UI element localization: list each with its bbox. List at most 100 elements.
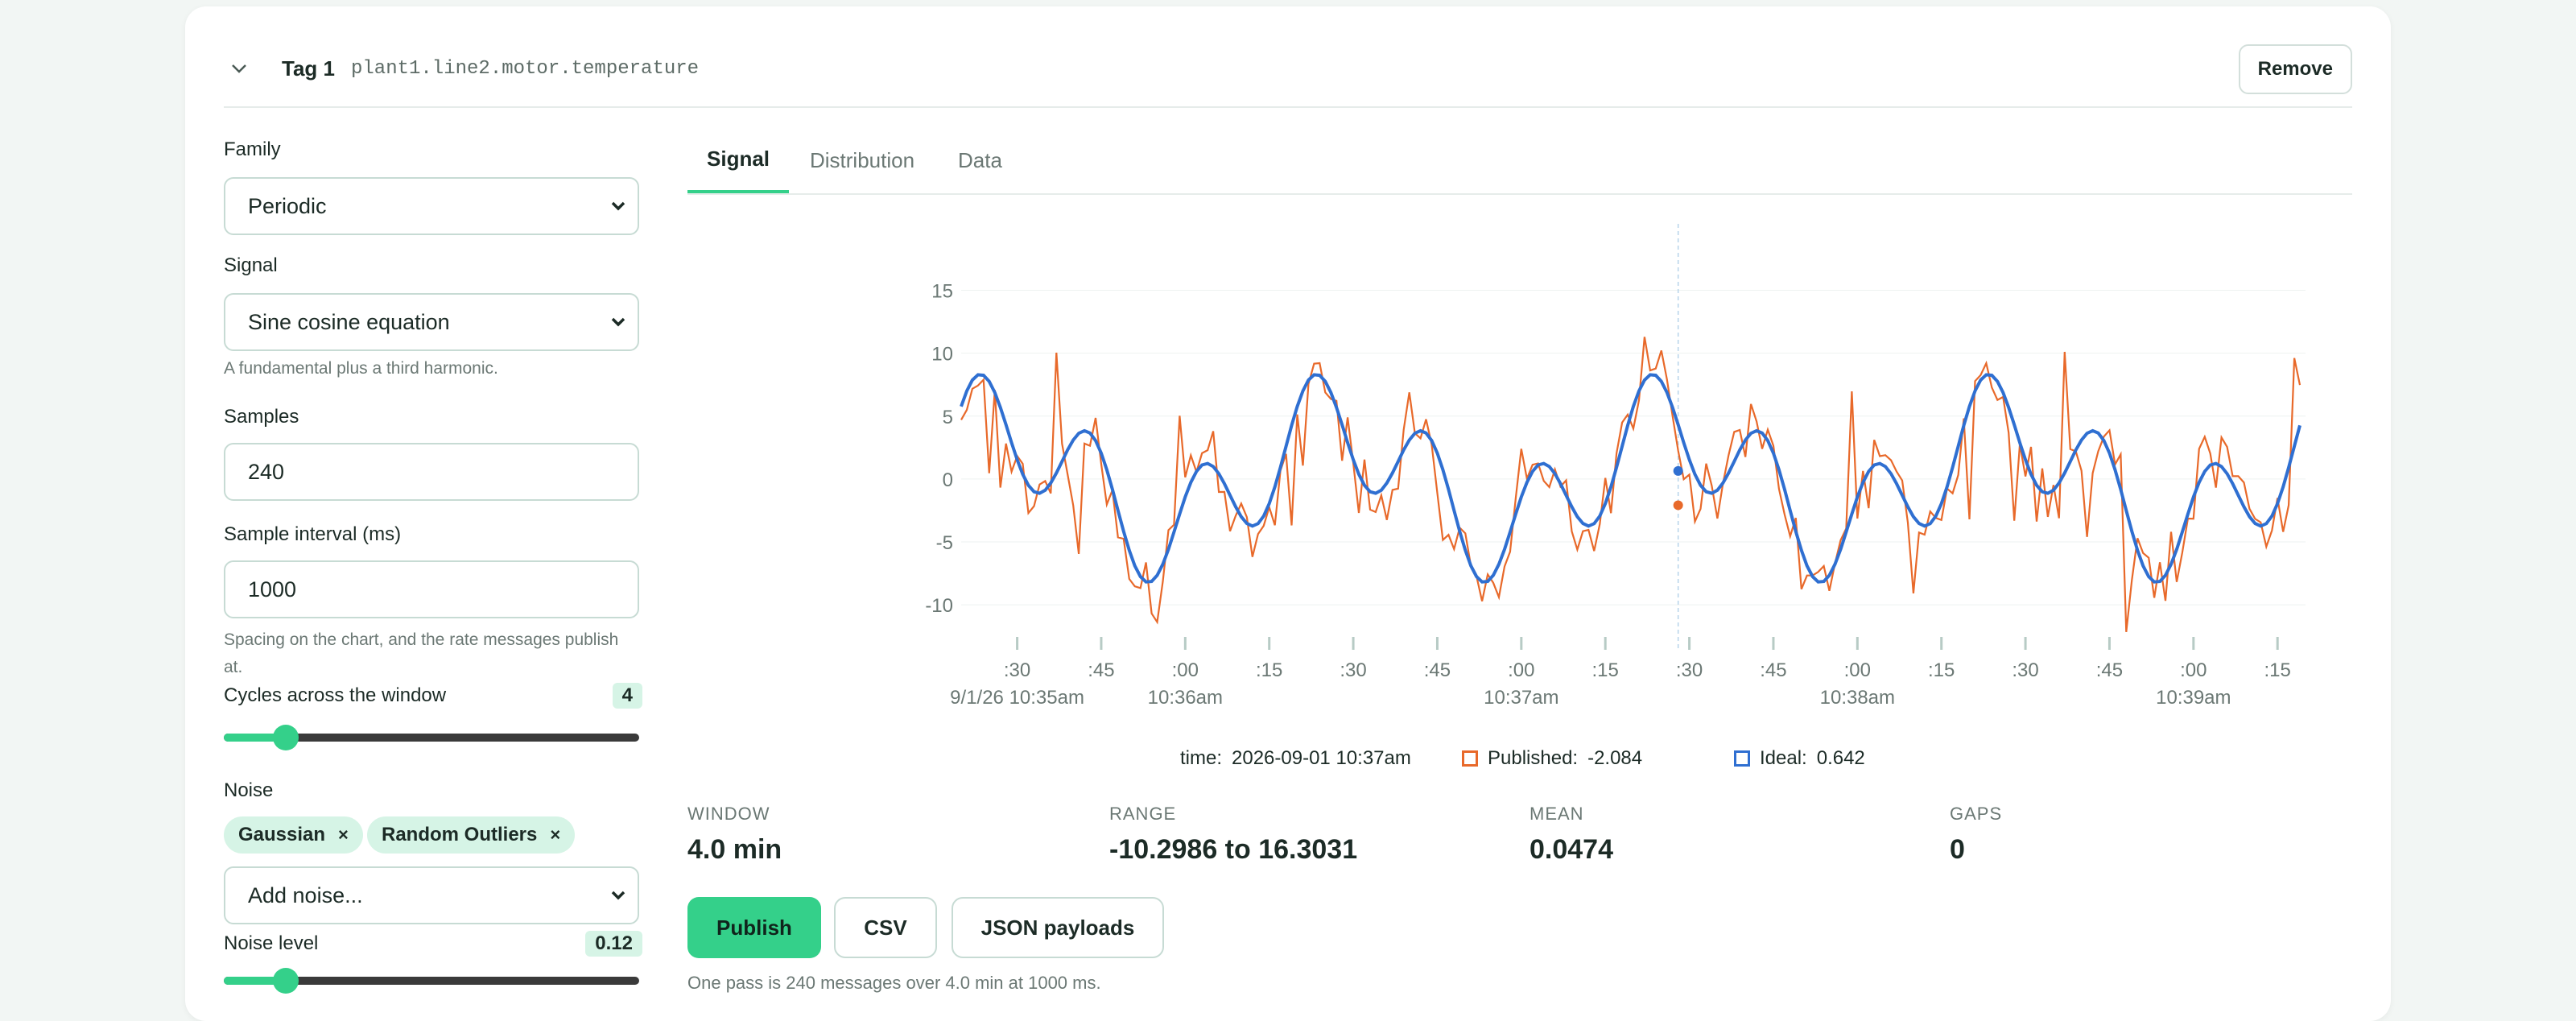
stat-value: 0	[1950, 834, 1965, 865]
family-value: Periodic	[248, 193, 327, 218]
noise-level-badge: 0.12	[585, 931, 642, 957]
x-major-label: 9/1/26 10:35am	[950, 687, 1084, 709]
chevron-down-icon	[611, 317, 625, 327]
y-tick-label: 0	[943, 469, 953, 491]
slider-track	[224, 734, 639, 742]
signal-chart-svg: 15 10 5 0 -5 -10:30:45:00:15:30:45:00:15:30:4…	[925, 224, 2306, 709]
slider-track	[224, 977, 639, 985]
signal-value: Sine cosine equation	[248, 309, 450, 334]
slider-fill	[224, 977, 287, 985]
noise-chip-gaussian: Gaussian ×	[224, 816, 363, 854]
stat-value: 0.0474	[1530, 834, 1613, 865]
stat-window: WINDOW 4.0 min	[687, 804, 782, 866]
remove-button[interactable]: Remove	[2238, 44, 2352, 94]
publish-button[interactable]: Publish	[687, 897, 821, 958]
interval-help: Spacing on the chart, and the rate messa…	[224, 630, 619, 676]
y-tick-label: 10	[931, 344, 953, 366]
published-swatch-icon	[1462, 750, 1478, 767]
close-icon[interactable]: ×	[338, 825, 349, 845]
tag-label: Tag 1	[282, 56, 335, 81]
legend-ideal-label: Ideal:	[1760, 747, 1807, 769]
stat-value: 4.0 min	[687, 834, 782, 865]
chevron-down-icon[interactable]	[230, 56, 254, 77]
x-tick-label: :30	[2012, 659, 2038, 681]
ideal-swatch-icon	[1734, 750, 1750, 767]
chip-label: Random Outliers	[382, 824, 538, 845]
stat-mean: MEAN 0.0474	[1530, 804, 1613, 866]
csv-button[interactable]: CSV	[834, 897, 937, 958]
chevron-down-icon	[611, 891, 625, 900]
x-tick-label: :45	[2096, 659, 2123, 681]
noise-level-label: Noise level	[224, 932, 319, 954]
samples-input[interactable]: 240	[224, 443, 639, 501]
slider-fill	[224, 734, 287, 742]
x-major-label: 10:39am	[2156, 687, 2231, 709]
signal-select[interactable]: Sine cosine equation	[224, 293, 639, 351]
x-tick-label: :15	[1256, 659, 1282, 681]
tab-signal[interactable]: Signal	[687, 127, 790, 193]
x-tick-label: :45	[1424, 659, 1451, 681]
cycles-slider[interactable]	[224, 725, 639, 750]
x-tick-label: :45	[1760, 659, 1786, 681]
slider-thumb[interactable]	[273, 968, 299, 994]
y-tick-label: 15	[931, 281, 953, 303]
footer-note: One pass is 240 messages over 4.0 min at…	[687, 973, 1101, 993]
samples-value: 240	[248, 459, 285, 484]
stat-key: WINDOW	[687, 804, 770, 824]
ideal-series-line	[960, 373, 2301, 584]
legend-published-label: Published:	[1488, 747, 1579, 769]
samples-label: Samples	[224, 406, 299, 428]
chart-legend: time: 2026-09-01 10:37am Published: -2.0…	[687, 736, 2352, 784]
close-icon[interactable]: ×	[550, 825, 561, 845]
noise-level-slider[interactable]	[224, 968, 639, 994]
tag-card: Tag 1 plant1.line2.motor.temperature Rem…	[185, 6, 2391, 1021]
slider-thumb[interactable]	[273, 725, 299, 750]
stat-key: GAPS	[1950, 804, 2003, 824]
tag-header: Tag 1 plant1.line2.motor.temperature Rem…	[224, 39, 2352, 98]
x-tick-label: :00	[2180, 659, 2207, 681]
stat-range: RANGE -10.2986 to 16.3031	[1109, 804, 1357, 866]
x-tick-label: :15	[1592, 659, 1619, 681]
json-payloads-button[interactable]: JSON payloads	[952, 897, 1164, 958]
interval-input[interactable]: 1000	[224, 560, 639, 618]
family-label: Family	[224, 138, 281, 160]
x-major-label: 10:37am	[1484, 687, 1558, 709]
stat-key: RANGE	[1109, 804, 1177, 824]
noise-label: Noise	[224, 779, 274, 801]
noise-chip-random-outliers: Random Outliers ×	[367, 816, 576, 854]
x-tick-label: :30	[1004, 659, 1030, 681]
x-tick-label: :30	[1676, 659, 1703, 681]
stat-gaps: GAPS 0	[1950, 804, 2002, 866]
x-tick-label: :30	[1340, 659, 1366, 681]
stat-value: -10.2986 to 16.3031	[1109, 834, 1358, 865]
interval-label: Sample interval (ms)	[224, 523, 402, 545]
add-noise-select[interactable]: Add noise...	[224, 866, 639, 924]
legend-time-value: 2026-09-01 10:37am	[1232, 747, 1411, 769]
published-hover-point	[1673, 500, 1683, 510]
chip-label: Gaussian	[238, 824, 326, 845]
chevron-down-icon	[611, 201, 625, 211]
x-tick-label: :00	[1172, 659, 1199, 681]
x-tick-label: :15	[2264, 659, 2291, 681]
family-select[interactable]: Periodic	[224, 177, 639, 235]
signal-chart[interactable]: 15 10 5 0 -5 -10:30:45:00:15:30:45:00:15:30:4…	[687, 224, 2352, 735]
legend-time-label: time:	[1180, 747, 1223, 769]
ideal-hover-point	[1673, 465, 1683, 476]
y-tick-label: 5	[943, 407, 953, 428]
published-series-line	[960, 337, 2301, 633]
y-tick-label: -10	[925, 595, 953, 617]
interval-value: 1000	[248, 577, 297, 601]
view-tabs: Signal Distribution Data	[687, 127, 2352, 195]
legend-published-value: -2.084	[1587, 747, 1643, 769]
header-divider	[224, 106, 2352, 108]
cycles-label: Cycles across the window	[224, 684, 447, 706]
signal-help: A fundamental plus a third harmonic.	[224, 359, 498, 378]
stat-key: MEAN	[1530, 804, 1584, 824]
tab-distribution[interactable]: Distribution	[810, 147, 915, 172]
tab-data[interactable]: Data	[958, 147, 1002, 172]
add-noise-value: Add noise...	[248, 883, 363, 907]
tag-path: plant1.line2.motor.temperature	[350, 57, 700, 80]
cycles-badge: 4	[612, 683, 642, 709]
x-tick-label: :45	[1088, 659, 1114, 681]
signal-label: Signal	[224, 254, 278, 276]
